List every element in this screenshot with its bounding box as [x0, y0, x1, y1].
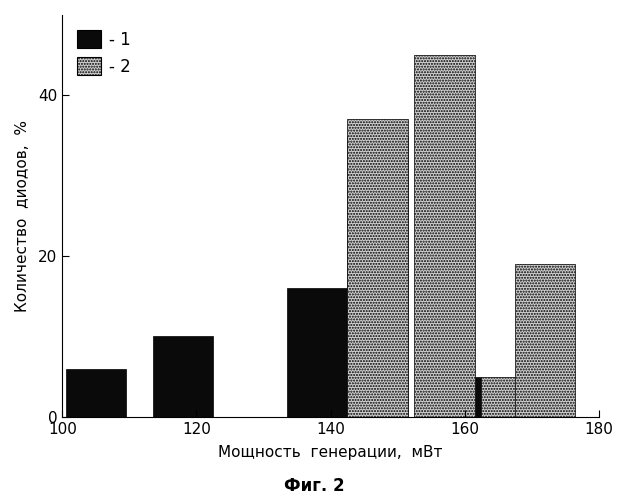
Bar [287, 288, 347, 417]
X-axis label: Мощность  генерации,  мВт: Мощность генерации, мВт [219, 445, 443, 460]
Bar [481, 376, 541, 417]
Bar [347, 120, 408, 417]
Bar [421, 376, 481, 417]
Legend: - 1, - 2: - 1, - 2 [71, 24, 138, 82]
Bar [414, 55, 475, 417]
Bar [515, 264, 575, 417]
Text: Фиг. 2: Фиг. 2 [284, 477, 344, 495]
Bar [153, 336, 214, 417]
Y-axis label: Количество  диодов,  %: Количество диодов, % [15, 120, 30, 312]
Bar [66, 368, 126, 417]
Bar [347, 136, 408, 417]
